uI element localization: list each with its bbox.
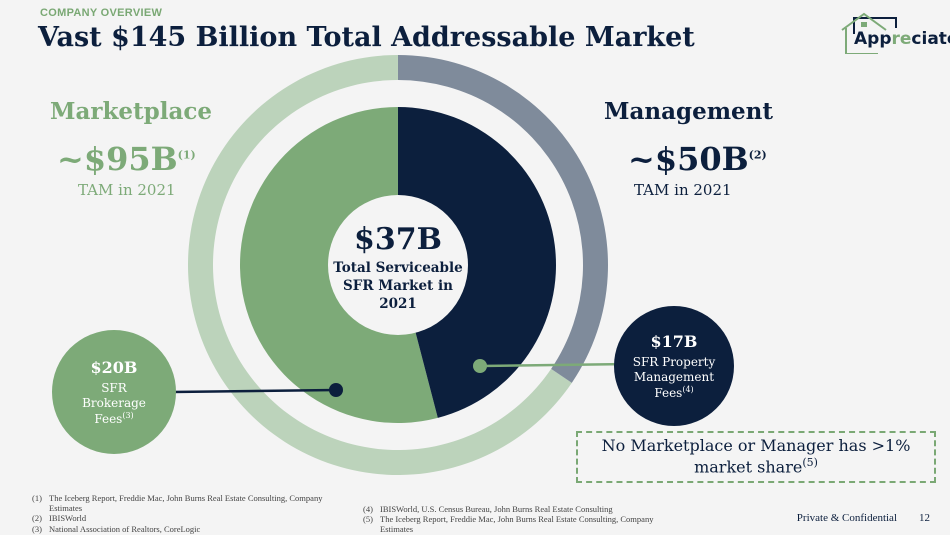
marketplace-value: ~$95B(1) xyxy=(57,140,196,178)
eyebrow: COMPANY OVERVIEW xyxy=(40,7,163,19)
outer-arc-management xyxy=(398,55,608,383)
brokerage-dot xyxy=(329,383,343,397)
marketplace-sub: TAM in 2021 xyxy=(78,181,176,199)
propmgmt-connector xyxy=(479,362,631,368)
market-share-note: No Marketplace or Manager has >1% market… xyxy=(576,431,936,483)
marketplace-label: Marketplace xyxy=(50,98,213,125)
center-circle xyxy=(328,195,468,335)
logo-text: Appreciate xyxy=(854,29,950,49)
page-title: Vast $145 Billion Total Addressable Mark… xyxy=(38,22,695,53)
management-value: ~$50B(2) xyxy=(628,140,767,178)
center-label: $37B Total Serviceable SFR Market in 2021 xyxy=(333,222,463,313)
footnotes-right: (4) IBISWorld, U.S. Census Bureau, John B… xyxy=(363,504,654,535)
brokerage-bubble: $20B SFR Brokerage Fees(3) xyxy=(52,330,176,454)
logo: Appreciate xyxy=(838,8,950,55)
brokerage-connector xyxy=(171,388,337,394)
inner-slice-property-management xyxy=(398,107,556,418)
footnotes-left: (1) The Iceberg Report, Freddie Mac, John… xyxy=(32,493,323,534)
management-sub: TAM in 2021 xyxy=(634,181,732,199)
footer: Private & Confidential 12 xyxy=(796,512,930,524)
propmgmt-bubble: $17B SFR Property Management Fees(4) xyxy=(614,306,734,426)
propmgmt-dot xyxy=(473,359,487,373)
management-label: Management xyxy=(604,98,774,125)
